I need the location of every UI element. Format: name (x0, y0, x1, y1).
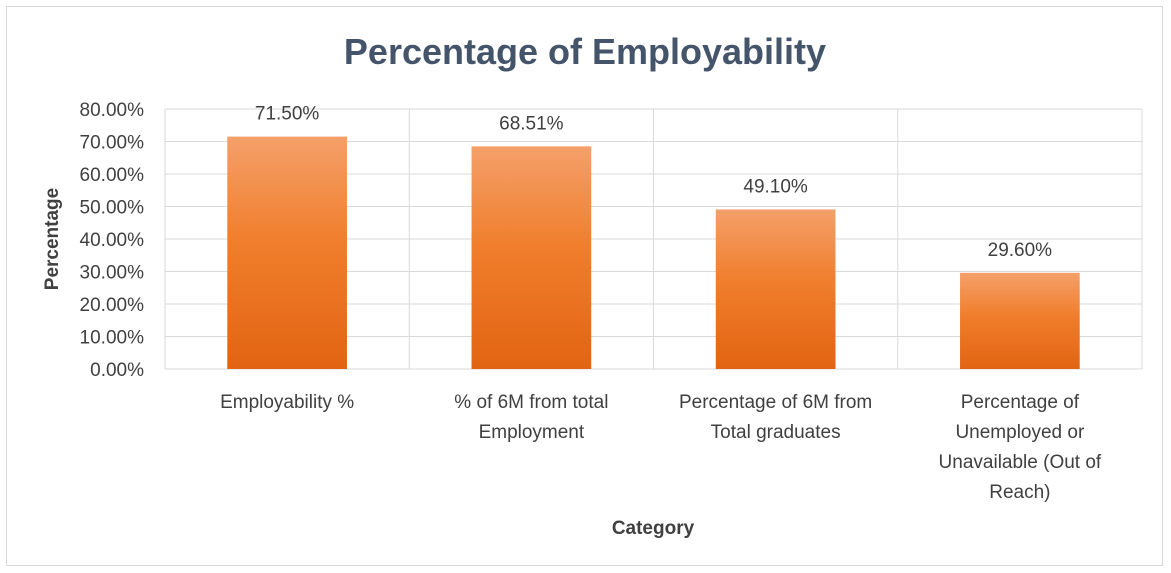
data-label: 49.10% (743, 176, 808, 197)
bar (227, 136, 347, 369)
y-tick-label: 80.00% (80, 100, 145, 121)
data-label: 29.60% (988, 240, 1053, 261)
bar (715, 209, 836, 369)
y-tick-label: 20.00% (80, 295, 145, 316)
x-tick-label: % of 6M from total Employment (454, 392, 608, 443)
y-tick-label: 60.00% (80, 165, 145, 186)
y-tick-label: 10.00% (80, 328, 145, 349)
x-tick-label: Employability % (220, 392, 354, 413)
y-tick-label: 30.00% (80, 263, 145, 284)
y-tick-label: 50.00% (80, 198, 145, 219)
x-axis-ticks: Employability % % of 6M from total Employm… (220, 392, 1102, 503)
x-axis-label: Category (612, 518, 695, 539)
y-tick-label: 40.00% (80, 230, 145, 251)
y-tick-label: 0.00% (90, 360, 144, 381)
y-tick-label: 70.00% (80, 133, 145, 154)
y-axis-label: Percentage (42, 188, 63, 290)
data-labels: 71.50% 68.51% 49.10% 29.60% (255, 104, 1052, 261)
y-axis-ticks: 0.00% 10.00% 20.00% 30.00% 40.00% 50.00% 60.00… (80, 100, 145, 381)
chart-title: Percentage of Employability (344, 31, 826, 72)
data-label: 68.51% (499, 113, 564, 134)
bar (960, 272, 1080, 369)
bars (227, 136, 1080, 369)
bar (471, 146, 592, 369)
x-tick-label: Percentage of Unemployed or Unavailable (O… (939, 392, 1102, 503)
data-label: 71.50% (255, 104, 320, 125)
x-tick-label: Percentage of 6M from Total graduates (679, 392, 872, 443)
